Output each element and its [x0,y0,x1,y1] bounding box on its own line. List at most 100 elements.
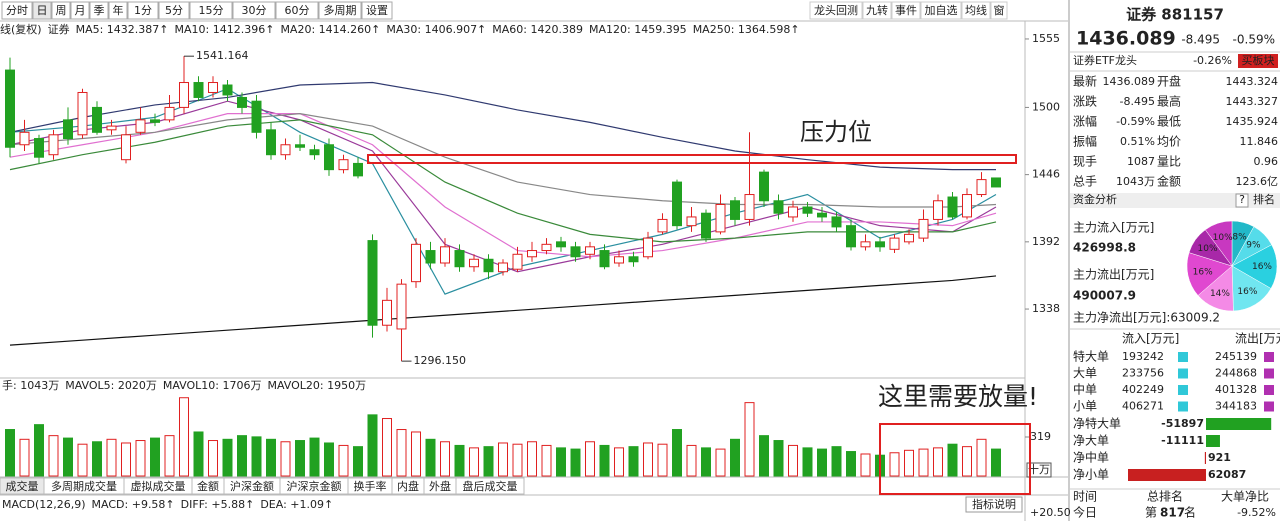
table-out: 344183 [1215,400,1257,413]
toolbar-button[interactable] [961,1,991,20]
table-in: 233756 [1122,367,1164,380]
toolbar-button[interactable] [32,1,52,20]
toolbar-label: 事件 [895,4,917,17]
volume-bar [382,418,392,477]
candle-body [425,250,436,264]
candle-body [19,131,30,146]
legend-swatch [1264,368,1274,379]
toolbar-button[interactable] [862,1,892,20]
toolbar-button[interactable] [891,1,921,20]
table-header: 流出[万元] [1235,332,1280,346]
toolbar-label: 加自选 [925,4,958,17]
table-in: 406271 [1122,400,1164,413]
net-label: 净大单 [1073,434,1109,448]
quote-label: 量比 [1157,155,1181,169]
tab-label: 成交量 [6,479,39,493]
ma-legend: MA250: 1364.598↑ [693,23,800,36]
pie-slice [1231,244,1278,289]
volume-bar [19,438,30,477]
y-tick-label: 1338 [1032,302,1060,315]
quote-title: 证券 881157 [1126,6,1224,24]
quote-label: 涨跌 [1073,94,1097,109]
volume-bar [280,441,291,477]
toolbar-button[interactable] [108,1,128,20]
toolbar-button[interactable] [158,1,190,20]
volume-note-box [879,423,1031,495]
volume-bar [657,443,668,477]
candle-body [324,144,334,171]
bottom-header: 大单净比 [1221,490,1269,504]
candle-body [63,119,73,140]
toolbar-button[interactable] [318,1,362,20]
toolbar-label: 分时 [6,4,28,17]
volume-bar [295,440,305,477]
net-bar [1206,418,1272,430]
legend-swatch [1264,352,1274,362]
volume-legend: MAVOL20: 1950万 [267,379,366,392]
candle-body [846,225,856,248]
ma-legend: MA20: 1414.260↑ [280,23,380,36]
section-title: 资金分析 [1073,192,1117,206]
candle-body [904,233,914,243]
toolbar-button[interactable] [990,1,1008,20]
tab[interactable] [455,477,525,495]
toolbar-button[interactable] [920,1,962,20]
candle-body [150,119,160,123]
toolbar-button[interactable] [1,1,33,20]
volume-bar [121,442,131,477]
candle-body [556,241,566,248]
toolbar-button[interactable] [809,1,863,20]
candle-body [179,82,189,108]
inflow-label: 主力流入[万元] [1073,221,1154,235]
volume-bar [556,447,566,477]
toolbar-button[interactable] [127,1,159,20]
candle-body [48,134,59,156]
tab-label: 虚拟成交量 [131,479,186,493]
candle-body [657,218,668,233]
toolbar-button[interactable] [361,1,393,20]
candle-body [498,262,508,273]
quote-label: 开盘 [1157,74,1181,89]
volume-bar [628,446,639,477]
tab-label: 金额 [197,479,219,493]
inflow-value: 426998.8 [1073,241,1136,255]
candle-body [715,203,726,233]
ma-legend: MA60: 1420.389 [492,23,583,36]
quote-value: 1043万 [1116,175,1155,188]
ma-legend: MA120: 1459.395 [589,23,687,36]
candle-body [251,100,262,133]
tab-label: 内盘 [397,479,419,493]
candle-body [831,216,842,228]
toolbar-button[interactable] [232,1,276,20]
rank-link: 排名 [1253,192,1275,206]
toolbar-button[interactable] [275,1,319,20]
toolbar-label: 日 [37,4,48,17]
candle-body [121,134,131,161]
macd-legend: MACD: +9.58↑ [92,498,175,511]
volume-bar [904,449,914,477]
help-button[interactable] [965,496,1023,513]
macd-tick: +20.50 [1030,506,1071,519]
volume-bar [933,447,943,477]
candle-body [280,144,291,156]
volume-bar [715,448,726,477]
quote-value: -8.495 [1120,95,1155,108]
buy-button[interactable] [1238,54,1278,68]
candle-body [367,240,378,326]
help-box[interactable] [1235,193,1249,208]
candle-body [701,212,711,239]
toolbar-button[interactable] [51,1,71,20]
volume-bar [918,448,929,477]
volume-bar [396,429,407,477]
toolbar-button[interactable] [70,1,90,20]
toolbar-button[interactable] [189,1,233,20]
candle-body [918,218,929,239]
volume-bar [817,448,827,477]
net-label: 净小单 [1073,468,1109,482]
table-label: 小单 [1073,399,1097,413]
unit-box [1026,462,1052,478]
toolbar-button[interactable] [89,1,109,20]
candle-body [570,246,581,258]
candle-body [599,250,610,268]
